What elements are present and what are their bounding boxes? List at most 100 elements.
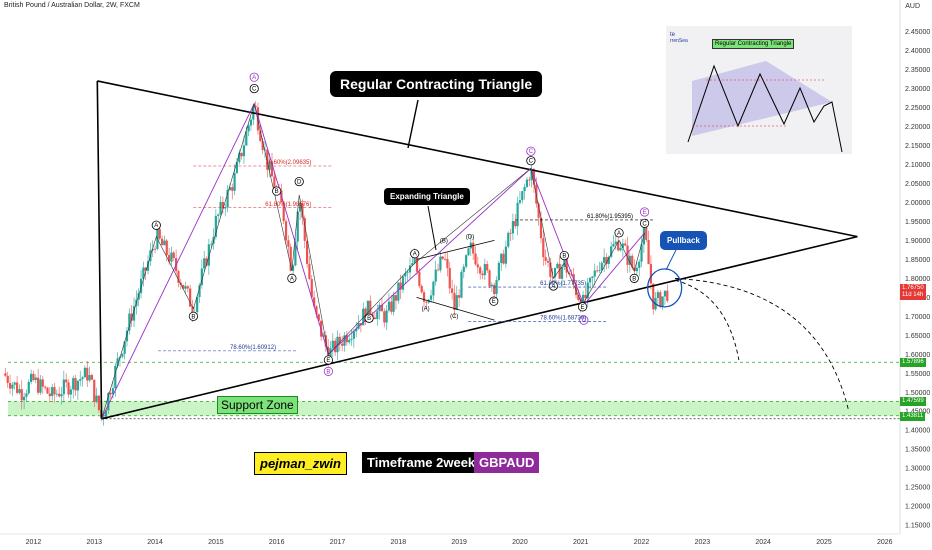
wave-label-circle [323,355,333,365]
wave-label: (A) [422,307,430,313]
candle-body [544,257,547,261]
candle-body [221,201,224,209]
candle-body [210,243,213,245]
y-tick-label: 1.25000 [905,485,930,492]
candle-body [462,266,465,272]
candle-body [383,311,386,323]
candle-body [62,379,65,395]
candle-body [483,264,486,276]
support-zone-label: Support Zone [217,396,298,414]
callout-pointer [407,99,419,149]
wave-label-circle [526,146,536,156]
candle-body [521,191,524,201]
candle-body [32,373,35,380]
candle-body [18,389,21,393]
candle-body [53,387,56,395]
fib-level-label: 78.60%(2.09635) [265,160,311,166]
candle-body [465,255,468,267]
candle-body [184,286,187,289]
candle-body [121,353,124,357]
candle-body [331,340,334,349]
candle-body [329,348,332,363]
callout-pointer [665,249,677,271]
candle-body [109,392,112,395]
candle-body [317,314,320,321]
timeframe-tag: Timeframe 2weeks [362,452,488,473]
candle-body [182,284,185,289]
wave-label: E [492,299,496,305]
fib-level-label: 61.80%(1.77735) [540,281,586,287]
candle-body [436,269,440,271]
candle-body [102,416,105,419]
candle-body [474,253,477,265]
candle-body [635,267,638,272]
candle-body [41,379,44,387]
candle-body [34,377,37,380]
candle-body [137,293,140,300]
candle-body [523,186,526,192]
wave-label-circle [151,220,161,230]
candle-body [516,202,519,227]
wave-label: (C) [450,314,458,320]
candle-body [369,300,372,315]
candle-body [408,265,412,273]
candle-body [341,343,344,346]
wave-label: A [413,252,417,258]
candle-body [76,380,79,391]
candle-body [406,272,409,274]
x-tick-label: 2018 [391,539,407,546]
candle-body [104,410,108,417]
x-tick-label: 2014 [147,539,163,546]
candle-body [357,323,360,329]
wave-label-circle [364,313,374,323]
candle-body [123,341,126,354]
candle-body [556,263,559,268]
y-tick-label: 1.95000 [905,219,930,226]
wave-label-circle [188,311,198,321]
candle-body [313,297,316,307]
wave-label: B [275,189,279,195]
wave-label: A [290,276,294,282]
wave-label: B [191,314,195,320]
candle-body [488,270,491,287]
candle-body [617,241,620,251]
y-tick-label: 1.20000 [905,504,930,511]
candle-body [153,248,157,250]
candle-body [139,278,143,294]
candle-body [13,382,16,385]
current-price-countdown: 11d 14h [902,291,924,298]
inset-wave-path [687,64,843,153]
candle-body [90,375,94,380]
y-tick-label: 2.20000 [905,124,930,131]
inset-logo-text: te [670,32,676,38]
trendlines [96,80,900,420]
x-tick-label: 2025 [816,539,832,546]
candle-body [539,217,543,239]
candle-body [392,295,395,312]
candle-body [418,271,421,286]
candle-body [401,276,405,290]
candles [4,101,669,426]
wave-label: E [643,210,647,216]
candle-body [649,264,653,284]
candle-body [509,232,512,234]
candle-body [514,221,517,227]
y-tick-label: 1.70000 [905,314,930,321]
candle-body [343,335,346,346]
candle-body [163,240,166,246]
candle-body [502,253,505,264]
wave-label-circle [323,366,333,376]
wave-label: E [581,305,585,311]
candle-body [553,267,557,278]
projection-path-far [674,277,849,410]
callout-pointer [427,205,437,251]
candle-body [659,292,662,307]
candle-body [525,179,529,187]
pullback-circle [647,268,683,308]
candle-body [160,238,164,246]
projection-path-near [674,279,740,361]
candle-body [245,131,248,146]
candle-body [404,273,407,277]
y-tick-label: 1.80000 [905,276,930,283]
level-price-badge: 1.57896 [900,358,926,368]
